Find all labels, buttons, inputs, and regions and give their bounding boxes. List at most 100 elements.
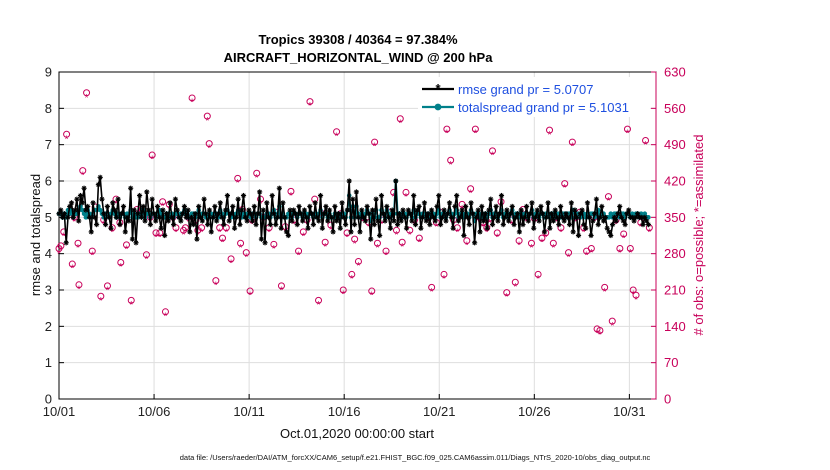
obs-possible-point xyxy=(161,308,169,316)
rmse-point-stroke xyxy=(492,215,497,220)
obs-assimilated-point: * xyxy=(350,274,354,285)
rmse-point xyxy=(547,225,553,231)
obs-assimilated-point: * xyxy=(370,291,374,302)
rmse-point xyxy=(559,214,566,220)
rmse-point-stroke xyxy=(298,211,304,216)
rmse-point xyxy=(239,207,245,213)
rmse-point xyxy=(74,196,80,202)
rmse-point-stroke xyxy=(615,211,621,216)
rmse-point xyxy=(409,218,415,224)
rmse-point-stroke xyxy=(121,204,126,209)
rmse-point-stroke xyxy=(613,218,619,224)
obs-possible-point xyxy=(561,180,569,188)
rmse-point-stroke xyxy=(312,200,318,206)
y-right-tick-label: 210 xyxy=(664,283,686,298)
obs-assimilated-point: * xyxy=(481,222,485,233)
rmse-point-stroke xyxy=(545,200,551,206)
rmse-point-stroke xyxy=(239,207,244,213)
rmse-point xyxy=(120,203,127,210)
rmse-point xyxy=(472,240,478,246)
obs-assimilated-point: * xyxy=(207,143,211,154)
rmse-point xyxy=(549,211,555,217)
rmse-point-stroke xyxy=(553,207,558,213)
obs-possible-point xyxy=(181,224,189,232)
rmse-point xyxy=(289,218,295,224)
rmse-point-stroke xyxy=(556,222,562,227)
rmse-point-stroke xyxy=(563,211,569,216)
rmse-point-stroke xyxy=(468,200,474,206)
rmse-point xyxy=(618,214,625,220)
totalspread-point xyxy=(638,211,644,216)
obs-assimilated-point: * xyxy=(567,252,571,263)
obs-possible-point xyxy=(295,247,303,255)
rmse-point xyxy=(226,218,232,224)
obs-assimilated-point: * xyxy=(154,233,158,244)
obs-possible-point xyxy=(373,239,381,247)
rmse-point-stroke xyxy=(472,240,477,245)
obs-possible-point xyxy=(63,130,71,138)
rmse-point-stroke xyxy=(318,193,323,198)
rmse-point xyxy=(645,222,651,228)
rmse-point xyxy=(169,214,175,220)
rmse-point-stroke xyxy=(445,211,450,216)
obs-assimilated-point: * xyxy=(248,291,252,302)
rmse-point xyxy=(590,218,596,224)
rmse-point-stroke xyxy=(574,215,579,220)
rmse-point xyxy=(273,222,279,228)
rmse-point-stroke xyxy=(110,200,115,206)
rmse-point xyxy=(70,214,76,220)
obs-possible-point xyxy=(348,270,356,278)
rmse-point xyxy=(86,214,93,220)
y-tick-label: 6 xyxy=(45,174,52,189)
obs-assimilated-point: * xyxy=(85,93,89,104)
rmse-point-stroke xyxy=(255,211,261,216)
obs-assimilated-point: * xyxy=(634,295,638,306)
y-axis-right-ticks: 0 70 140 210 280 350 420 490 560 630 xyxy=(651,65,686,407)
rmse-point xyxy=(266,214,272,220)
rmse-point xyxy=(620,218,626,224)
rmse-point xyxy=(498,192,505,199)
rmse-point xyxy=(237,222,243,228)
rmse-point xyxy=(507,211,514,217)
obs-assimilated-point: * xyxy=(59,246,63,257)
rmse-point xyxy=(353,189,359,195)
rmse-point-stroke xyxy=(153,218,158,224)
rmse-point-stroke xyxy=(350,196,356,202)
rmse-point xyxy=(541,229,548,235)
rmse-point-stroke xyxy=(246,207,252,213)
rmse-point xyxy=(90,200,96,206)
rmse-point-stroke xyxy=(529,200,535,206)
rmse-point xyxy=(174,207,180,213)
rmse-point xyxy=(461,232,467,239)
rmse-point-stroke xyxy=(58,207,64,213)
rmse-point-stroke xyxy=(244,218,250,224)
rmse-point-stroke xyxy=(219,215,225,220)
rmse-point xyxy=(446,200,453,206)
rmse-point-stroke xyxy=(458,215,463,220)
rmse-point xyxy=(364,203,370,210)
rmse-point xyxy=(480,218,487,224)
obs-possible-point xyxy=(534,270,542,278)
rmse-point xyxy=(394,222,401,228)
rmse-point xyxy=(144,189,150,195)
rmse-point xyxy=(145,207,152,213)
rmse-point xyxy=(258,236,265,242)
rmse-point-stroke xyxy=(590,218,596,224)
rmse-point xyxy=(382,218,388,224)
rmse-point xyxy=(343,222,349,228)
rmse-point-stroke xyxy=(608,233,613,238)
rmse-point xyxy=(61,211,67,217)
y-right-tick-label: 420 xyxy=(664,174,686,189)
rmse-point-stroke xyxy=(443,218,449,224)
rmse-point-stroke xyxy=(363,218,368,224)
rmse-point xyxy=(436,192,442,199)
rmse-point-stroke xyxy=(180,211,185,216)
x-tick-label: 10/06 xyxy=(138,404,171,419)
obs-possible-point xyxy=(227,255,235,263)
rmse-point-stroke xyxy=(449,215,454,220)
y-axis-ticks: 0 1 2 3 4 5 6 7 8 9 xyxy=(45,65,64,407)
rmse-point-stroke xyxy=(626,207,631,213)
rmse-point xyxy=(642,214,648,220)
obs-assimilated-point: * xyxy=(289,191,293,202)
